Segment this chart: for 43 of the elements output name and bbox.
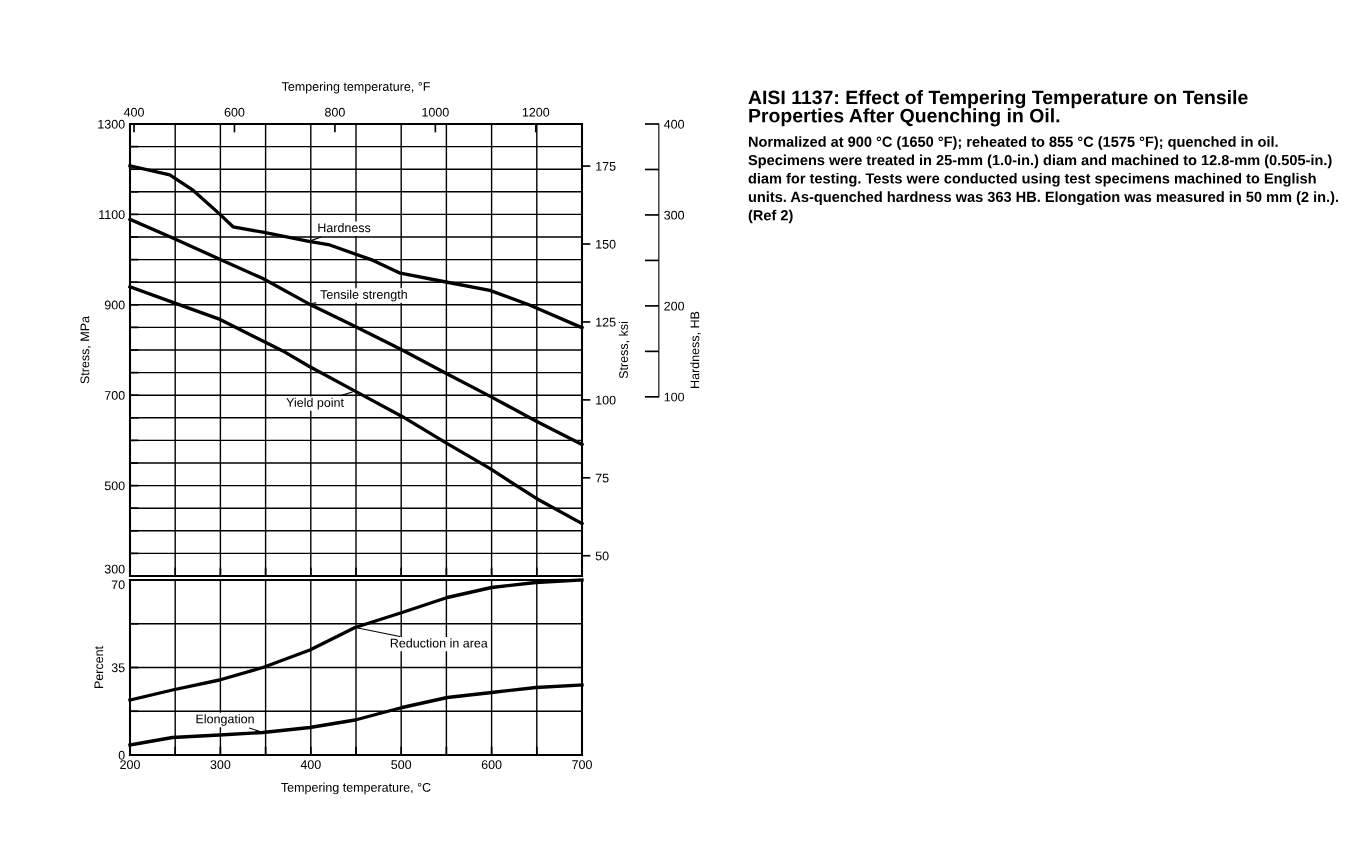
y3-tick-label: 400 bbox=[663, 119, 685, 129]
x2-tick-label: 1200 bbox=[522, 107, 550, 117]
text: Normalized at 900 °C (1650 °F); reheated to 855 °C (1575 °F); quenched in oil. Specimens were treated in 25-mm (1.0-in.) diam and machined to 12.8-mm (0.505-in.) diam for testing. Tests were conducted using test specimens machined to English units. As-quenched hardness was 363 HB. Elongation was measured in 50 mm (2 in.). (Ref 2) bbox=[748, 136, 1339, 224]
x-tick-label: 300 bbox=[210, 760, 231, 770]
x2-tick-label: 800 bbox=[325, 107, 345, 117]
y-tick-label: 35 bbox=[111, 663, 125, 673]
y-tick-label: 700 bbox=[104, 391, 125, 400]
y2-tick-label: 75 bbox=[595, 473, 609, 483]
y3-axis-title: Hardness, HB bbox=[690, 311, 701, 388]
x-tick-label: 700 bbox=[572, 760, 592, 770]
y3-tick-label: 100 bbox=[664, 392, 685, 402]
legend-label: Tensile strength bbox=[320, 289, 407, 302]
x-axis-title: Tempering temperature, °C bbox=[281, 782, 431, 795]
x2-axis-title: Tempering temperature, °F bbox=[281, 81, 430, 94]
y-tick-label: 900 bbox=[104, 300, 125, 310]
y3-tick-label: 200 bbox=[664, 301, 685, 311]
y-tick-label: 500 bbox=[104, 481, 125, 491]
y-tick-label: 300 bbox=[104, 564, 125, 574]
series-label: Hardness bbox=[318, 222, 371, 233]
x-tick-label: 400 bbox=[300, 760, 321, 770]
text: AISI 1137: Effect of Tempering Temperature on Tensile Properties After Quenching in Oil. bbox=[748, 90, 1248, 127]
y2-axis-title: Stress, ksi bbox=[618, 322, 630, 379]
legend-label: Reduction in area bbox=[390, 638, 488, 648]
x-tick-label: 600 bbox=[481, 760, 502, 770]
y2-tick-label: 175 bbox=[596, 162, 616, 171]
y2-tick-label: 150 bbox=[596, 239, 616, 249]
series-label: Yield point bbox=[286, 397, 344, 410]
y-tick-label: 1100 bbox=[99, 210, 125, 220]
series-label: Elongation bbox=[196, 714, 254, 726]
x-tick-label: 200 bbox=[120, 760, 140, 770]
y-axis-title: Percent bbox=[94, 646, 104, 689]
y-tick-label: 0 bbox=[118, 750, 125, 760]
y-axis-title: Stress, MPa bbox=[80, 315, 91, 384]
y-tick-label: 1300 bbox=[98, 119, 125, 129]
y2-tick-label: 125 bbox=[596, 317, 616, 327]
y2-tick-label: 100 bbox=[596, 395, 616, 405]
x2-tick-label: 400 bbox=[123, 107, 144, 117]
x2-tick-label: 600 bbox=[224, 107, 245, 117]
x-tick-label: 500 bbox=[391, 760, 412, 770]
y2-tick-label: 50 bbox=[595, 551, 609, 561]
y-tick-label: 70 bbox=[111, 580, 125, 590]
y3-tick-label: 300 bbox=[664, 210, 685, 220]
x2-tick-label: 1000 bbox=[422, 107, 449, 117]
